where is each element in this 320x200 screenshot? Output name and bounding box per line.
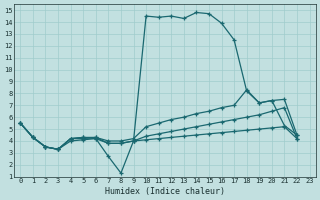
X-axis label: Humidex (Indice chaleur): Humidex (Indice chaleur) <box>105 187 225 196</box>
